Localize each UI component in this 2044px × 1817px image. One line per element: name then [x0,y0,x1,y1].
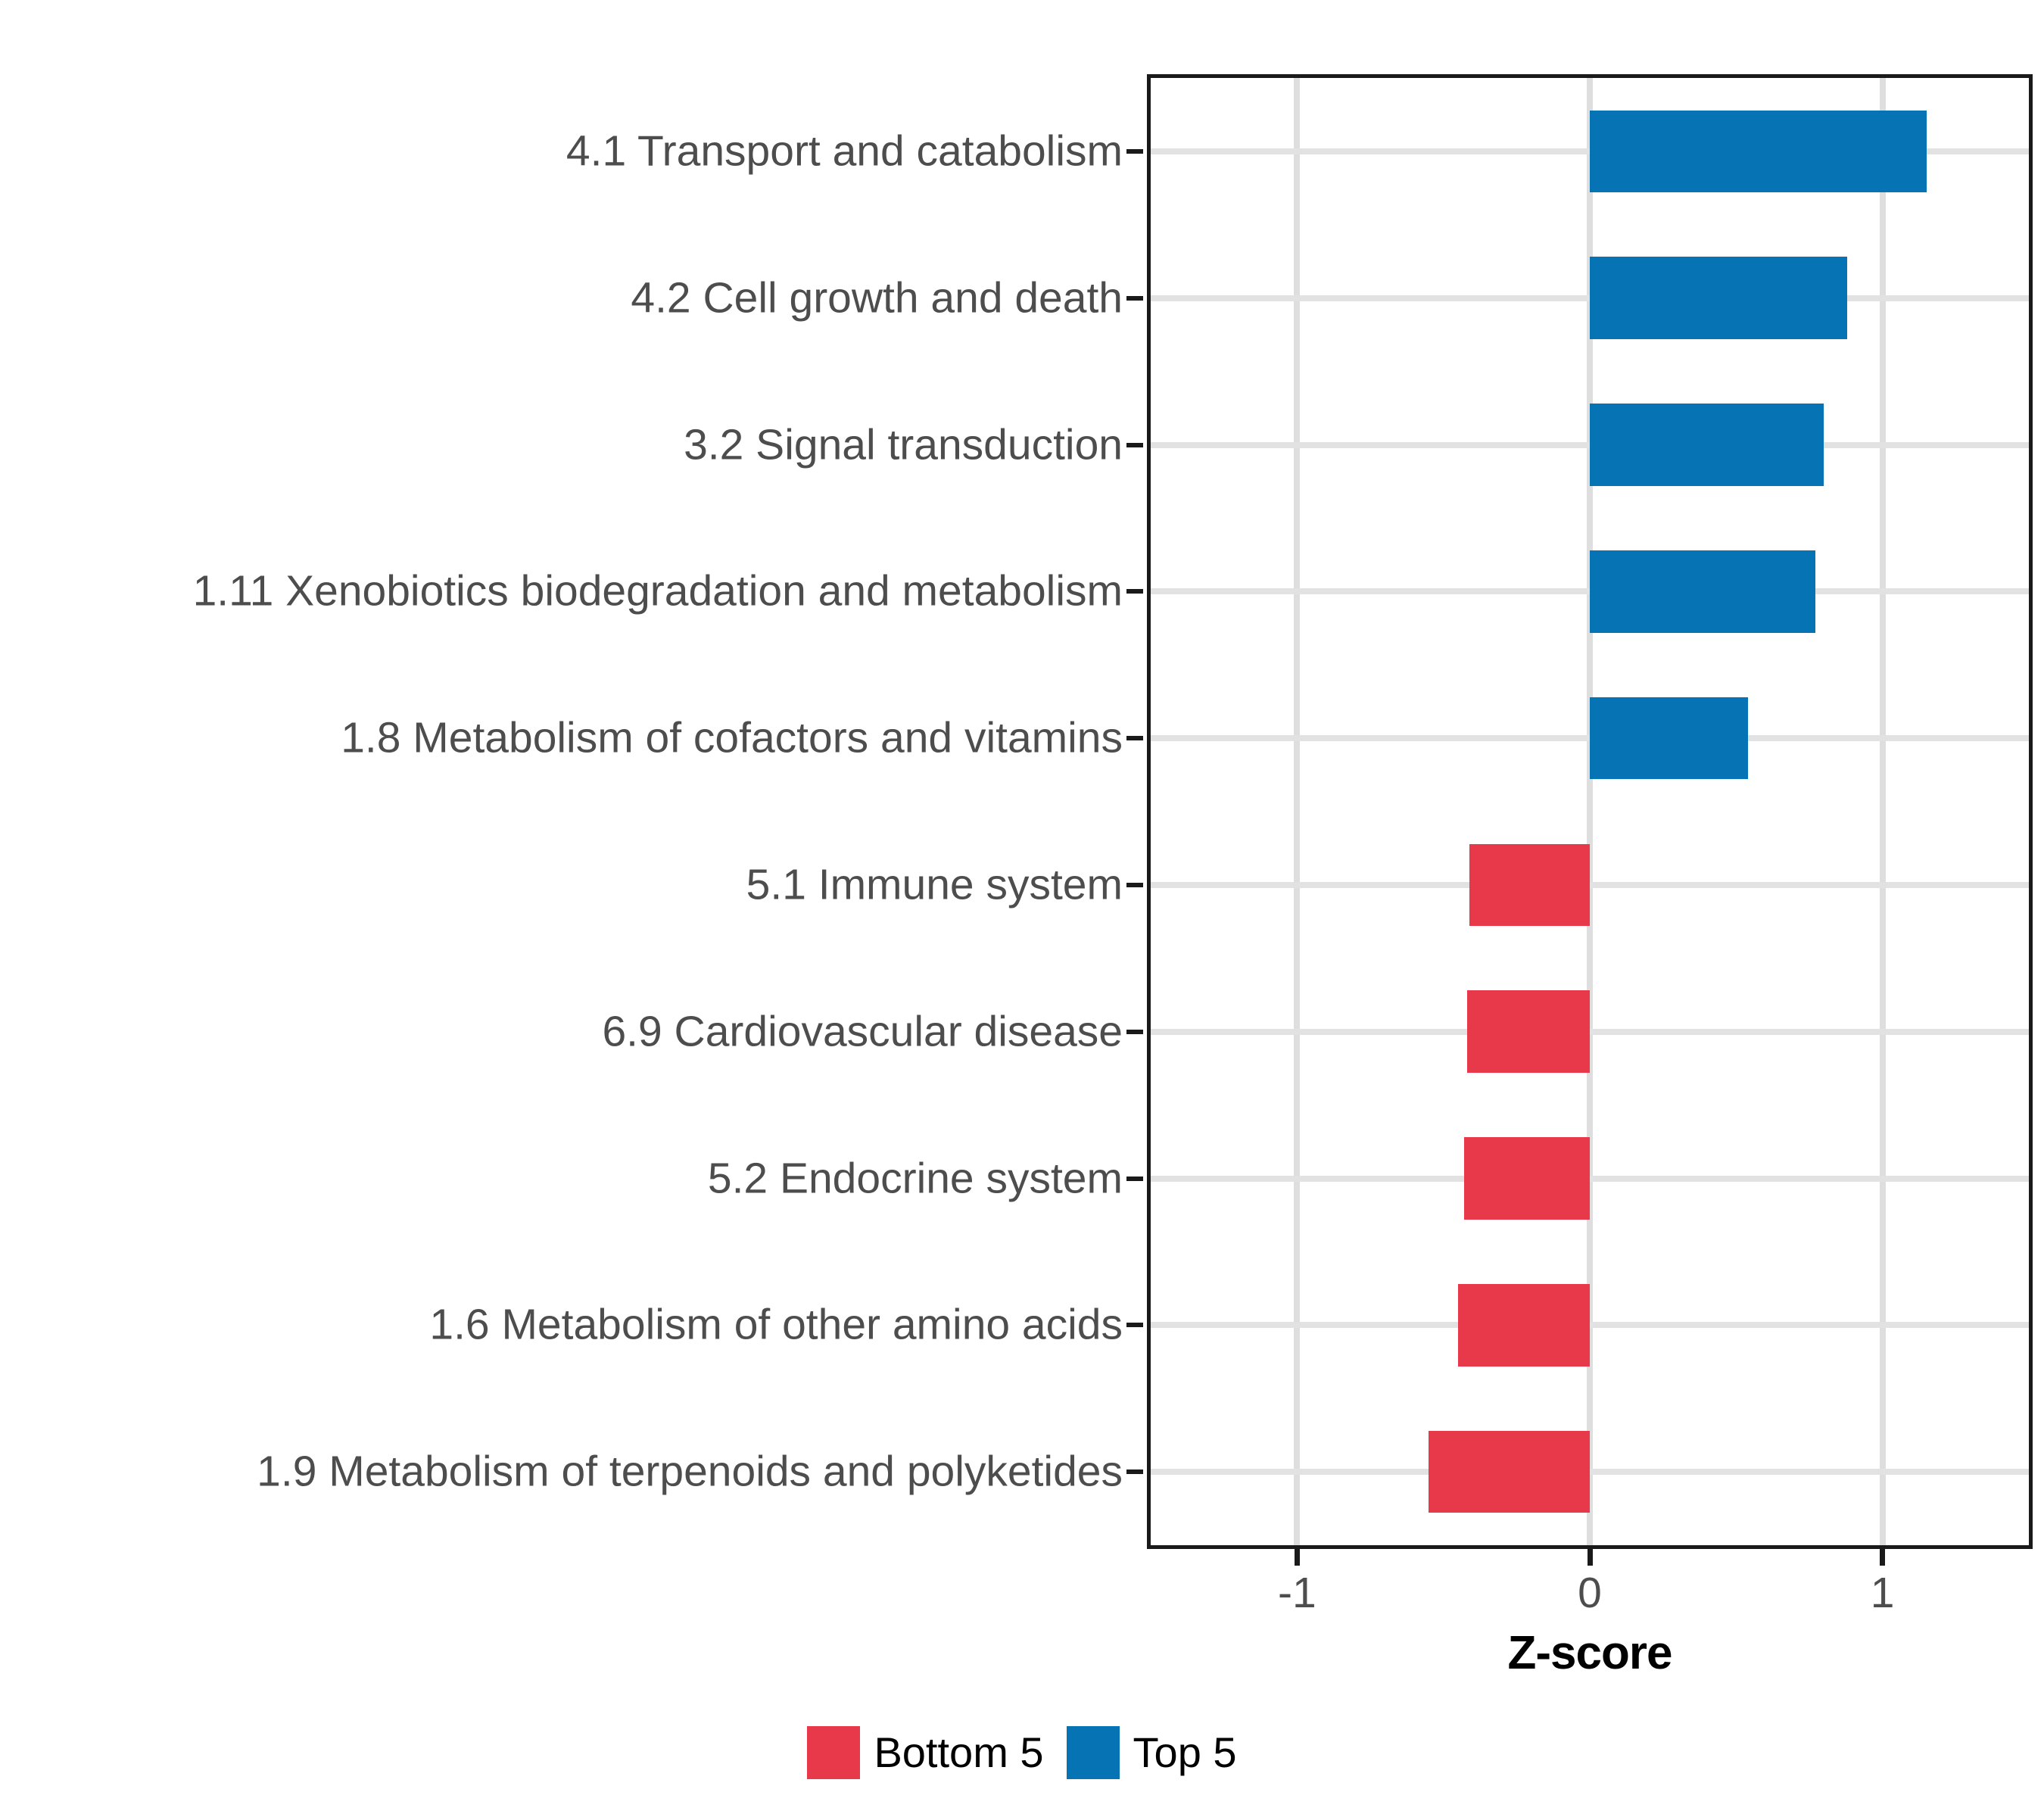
legend-item-bottom5[interactable]: Bottom 5 [807,1726,1044,1779]
y-axis-tick-8 [1126,1323,1143,1328]
y-axis-label-3: 1.11 Xenobiotics biodegradation and meta… [192,566,1123,616]
plot-panel [1147,74,2033,1549]
legend-item-top5[interactable]: Top 5 [1066,1726,1237,1779]
x-axis-tick-mark-2 [1880,1549,1886,1566]
gridline-horizontal-7 [1151,1175,2029,1182]
y-axis-label-1: 4.2 Cell growth and death [631,273,1123,323]
y-axis-tick-6 [1126,1029,1143,1034]
y-axis-label-5: 5.1 Immune system [746,860,1123,909]
y-axis-label-2: 3.2 Signal transduction [684,420,1123,469]
x-axis-tick-label-1: 0 [1578,1569,1602,1617]
y-axis-tick-7 [1126,1176,1143,1181]
y-axis-tick-3 [1126,589,1143,594]
bar-4 [1590,697,1748,780]
x-axis-tick-label-2: 1 [1870,1569,1895,1617]
y-axis-label-0: 4.1 Transport and catabolism [566,126,1123,176]
bar-5 [1469,843,1590,927]
legend-label-bottom5: Bottom 5 [874,1728,1044,1776]
y-axis-tick-1 [1126,295,1143,301]
y-axis-tick-4 [1126,736,1143,741]
legend-swatch-top5-icon [1066,1726,1120,1779]
x-axis-title: Z-score [1507,1627,1673,1679]
legend-label-top5: Top 5 [1133,1728,1237,1776]
y-axis-label-6: 6.9 Cardiovascular disease [602,1007,1123,1056]
y-axis-tick-9 [1126,1469,1143,1475]
y-axis-label-4: 1.8 Metabolism of cofactors and vitamins [341,713,1123,762]
gridline-horizontal-8 [1151,1322,2029,1329]
bar-9 [1429,1430,1590,1513]
gridline-horizontal-6 [1151,1028,2029,1035]
y-axis-tick-5 [1126,882,1143,887]
gridline-vertical-0 [1294,78,1301,1545]
x-axis-tick-mark-1 [1587,1549,1593,1566]
gridline-vertical-2 [1879,78,1886,1545]
chart-legend: Bottom 5 Top 5 [0,1726,2044,1779]
gridline-horizontal-9 [1151,1469,2029,1476]
bar-0 [1590,110,1927,193]
x-axis-tick-label-0: -1 [1277,1569,1316,1617]
gridline-horizontal-5 [1151,881,2029,888]
y-axis-label-9: 1.9 Metabolism of terpenoids and polyket… [257,1447,1123,1496]
y-axis-label-7: 5.2 Endocrine system [707,1154,1123,1202]
bar-2 [1590,404,1824,486]
bar-8 [1458,1284,1590,1367]
legend-swatch-bottom5-icon [807,1726,861,1779]
gridline-vertical-1 [1587,78,1593,1545]
bar-7 [1463,1137,1590,1220]
x-axis-ticks: -1 0 1 [0,1549,2044,1670]
y-axis-tick-0 [1126,148,1143,154]
x-axis-tick-mark-0 [1294,1549,1300,1566]
y-axis-tick-2 [1126,442,1143,447]
y-axis-labels: 4.1 Transport and catabolism 4.2 Cell gr… [0,74,1147,1549]
bar-3 [1590,550,1815,633]
bar-6 [1466,990,1590,1073]
bar-1 [1590,257,1848,339]
y-axis-label-8: 1.6 Metabolism of other amino acids [429,1300,1123,1349]
